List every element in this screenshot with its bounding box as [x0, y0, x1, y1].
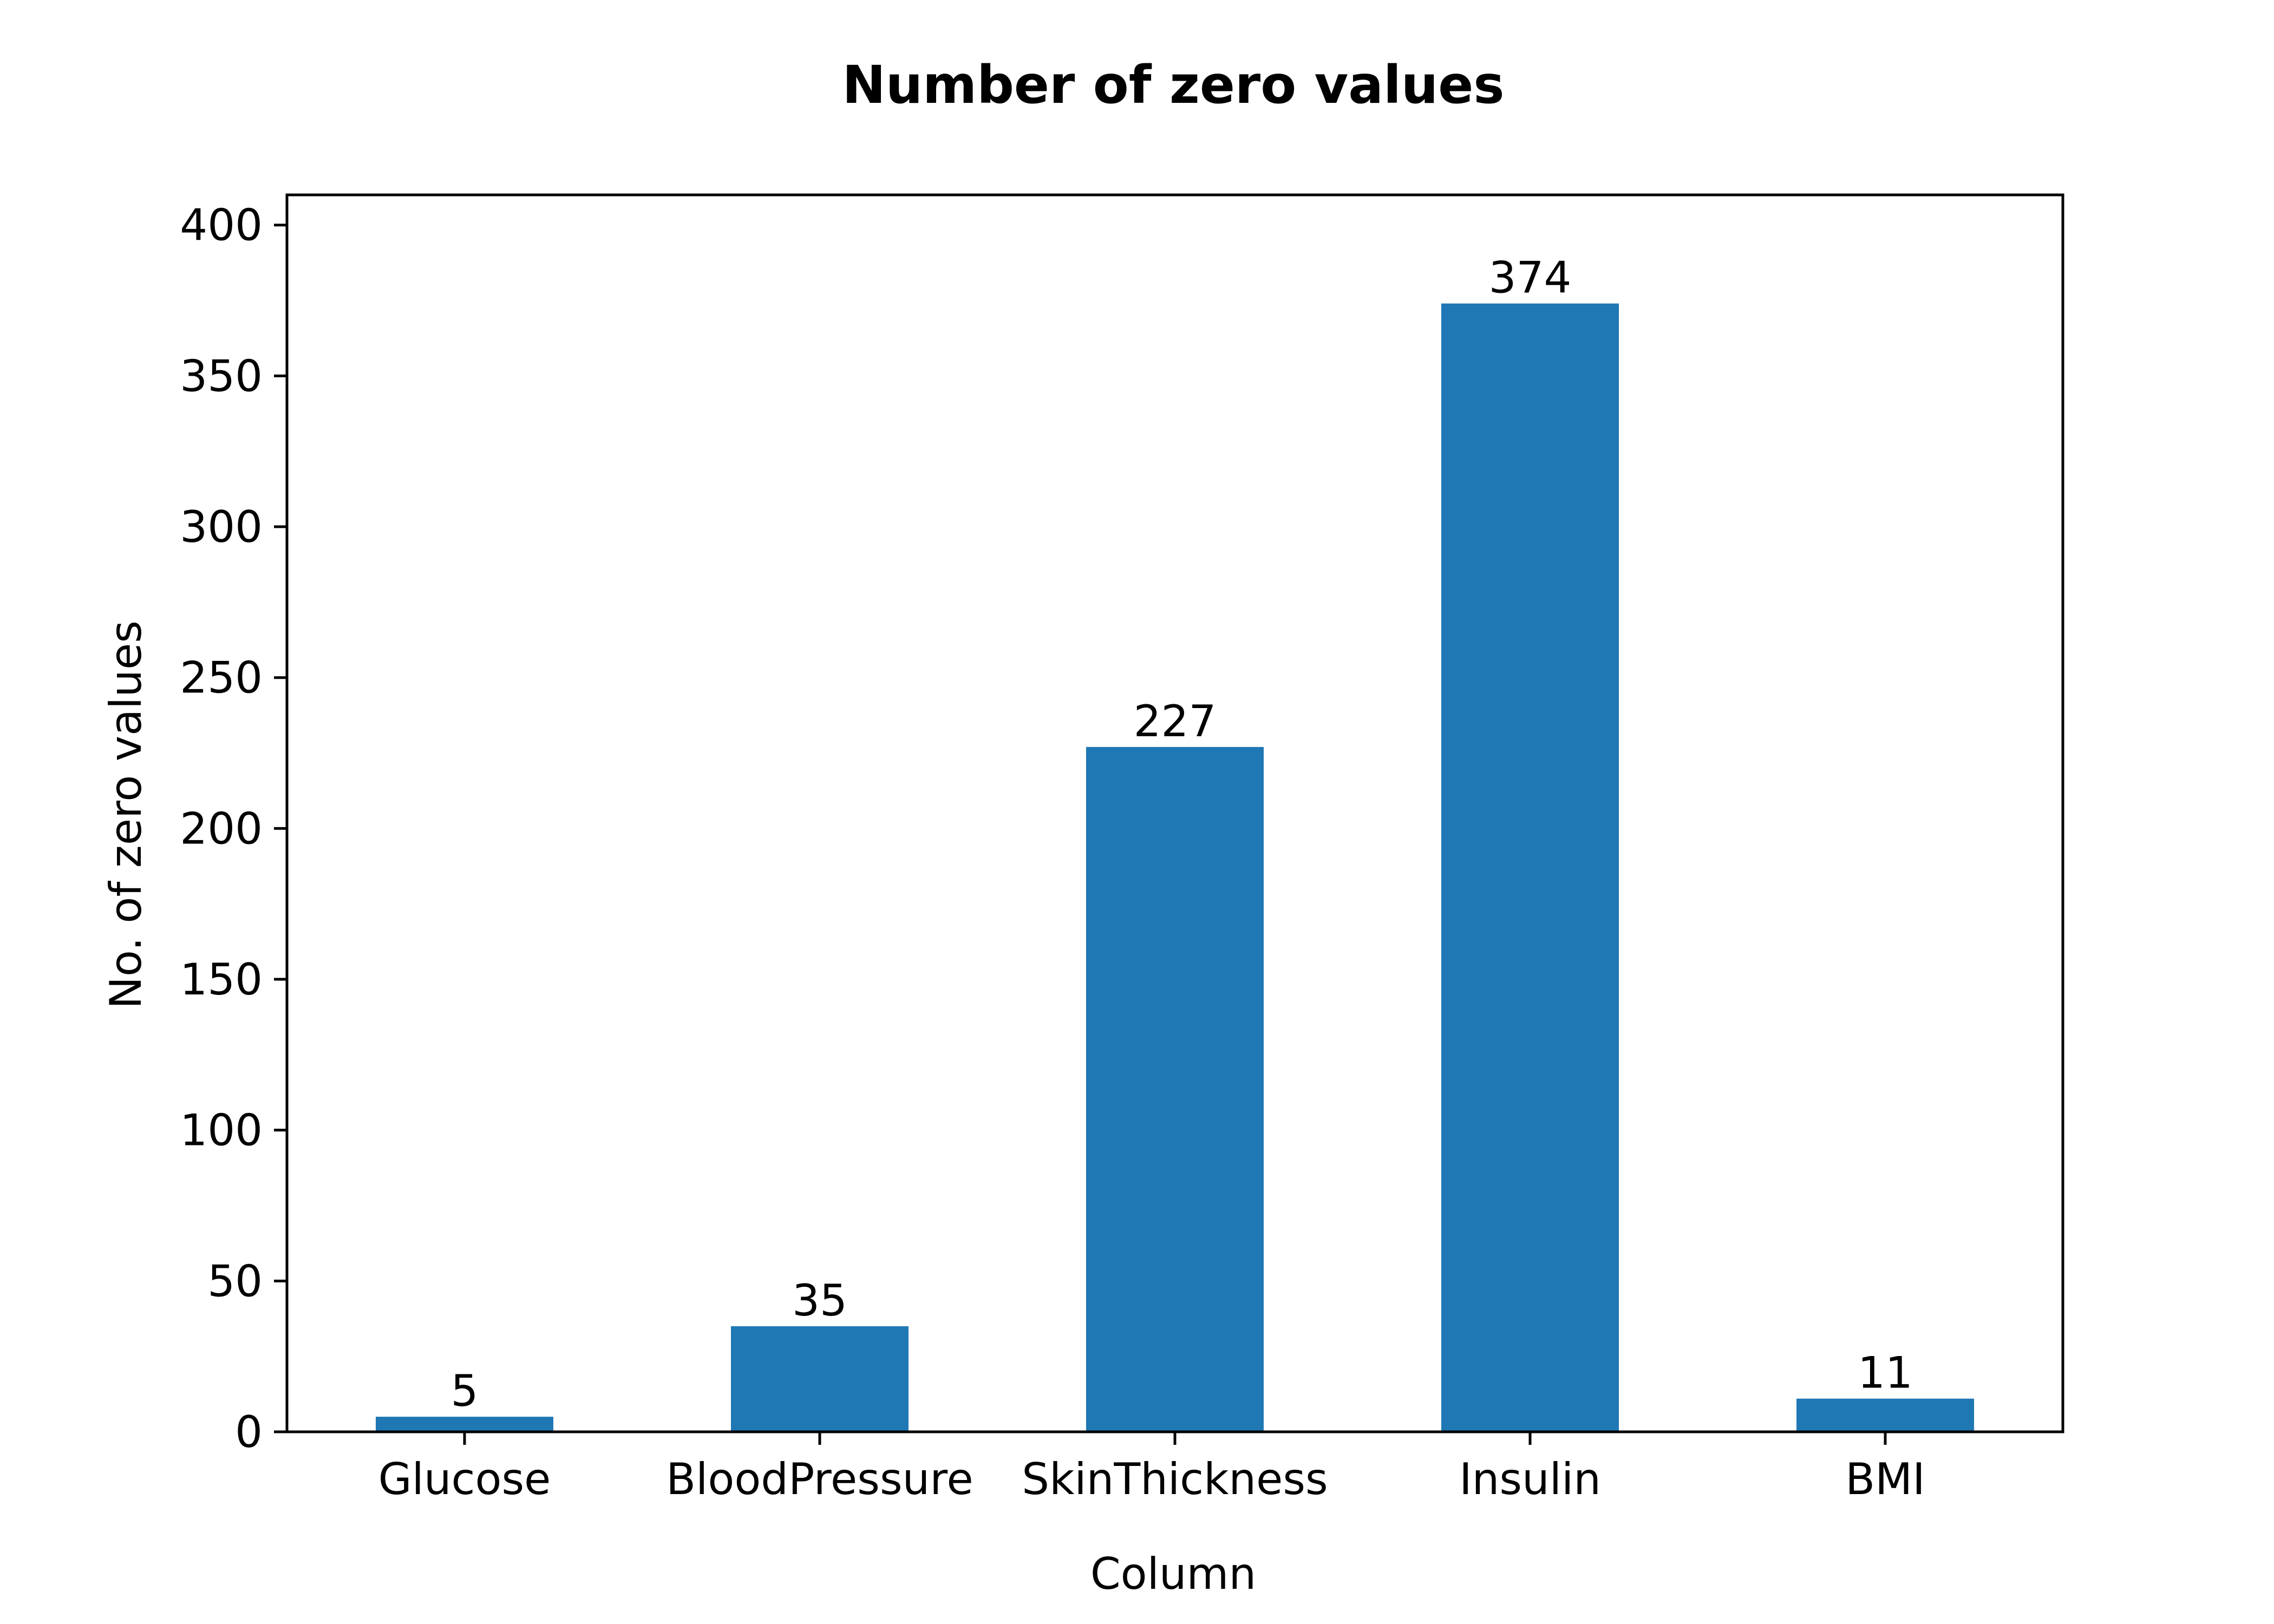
y-axis-ticks: 0 50 100 150 200 250 300 350 400	[180, 200, 287, 1457]
x-tick-label-bmi: BMI	[1845, 1454, 1925, 1504]
value-label-insulin: 374	[1489, 253, 1572, 303]
value-label-bloodpressure: 35	[792, 1275, 847, 1326]
chart-title: Number of zero values	[842, 55, 1504, 115]
bar-insulin	[1441, 303, 1619, 1432]
y-tick-label-200: 200	[180, 803, 263, 854]
y-tick-label-150: 150	[180, 954, 263, 1005]
bar-skinthickness	[1086, 746, 1264, 1432]
value-label-skinthickness: 227	[1134, 696, 1217, 746]
x-tick-label-glucose: Glucose	[378, 1454, 551, 1504]
y-tick-label-350: 350	[180, 351, 263, 401]
y-tick-label-250: 250	[180, 653, 263, 703]
plot-area-frame	[285, 193, 2064, 1433]
bars-layer	[376, 303, 1974, 1432]
x-tick-label-bloodpressure: BloodPressure	[666, 1454, 973, 1504]
bar-bmi	[1796, 1398, 1974, 1432]
y-tick-label-50: 50	[207, 1256, 263, 1306]
x-tick-label-skinthickness: SkinThickness	[1022, 1454, 1328, 1504]
y-tick-label-300: 300	[180, 502, 263, 552]
bar-glucose	[376, 1417, 553, 1432]
value-label-glucose: 5	[451, 1366, 479, 1416]
x-axis-label: Column	[1090, 1549, 1256, 1599]
x-axis-ticks: Glucose BloodPressure SkinThickness Insulin…	[378, 1432, 1925, 1504]
value-labels-layer: 5 35 227 374 11	[451, 253, 1913, 1416]
y-tick-label-0: 0	[235, 1407, 263, 1457]
x-tick-label-insulin: Insulin	[1459, 1454, 1601, 1504]
y-tick-label-100: 100	[180, 1105, 263, 1156]
y-tick-label-400: 400	[180, 200, 263, 251]
value-label-bmi: 11	[1858, 1348, 1913, 1398]
y-axis-label: No. of zero values	[101, 620, 151, 1009]
bar-bloodpressure	[731, 1326, 909, 1432]
